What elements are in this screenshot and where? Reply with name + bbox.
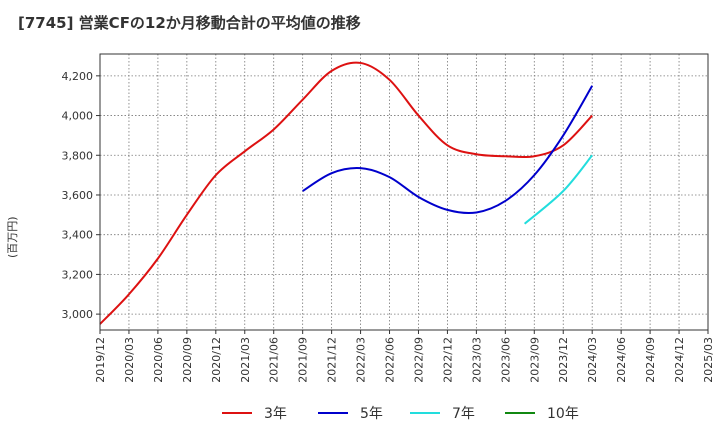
y-tick-label: 3,800: [62, 149, 94, 162]
chart-title: [7745] 営業CFの12か月移動合計の平均値の推移: [18, 14, 361, 32]
plot-frame: [99, 53, 709, 331]
x-tick-label: 2024/06: [615, 337, 628, 383]
y-tick-label: 3,000: [62, 308, 94, 321]
plot-area: [100, 54, 708, 330]
x-tick-label: 2021/06: [268, 337, 281, 383]
x-tick-label: 2022/03: [355, 337, 368, 383]
legend-label-3: 7年: [452, 406, 475, 422]
legend-label-1: 3年: [264, 406, 287, 422]
x-tick-label: 2021/12: [326, 337, 339, 383]
x-tick-label: 2022/12: [441, 337, 454, 383]
series-line-1: [99, 61, 593, 325]
x-tick-label: 2024/09: [644, 337, 657, 383]
y-tick-label: 3,200: [62, 268, 94, 281]
x-tick-label: 2019/12: [94, 337, 107, 383]
series-line-2: [302, 85, 594, 215]
legend-label-2: 5年: [360, 406, 383, 422]
x-tick-label: 2023/12: [557, 337, 570, 383]
x-tick-label: 2023/03: [470, 337, 483, 383]
y-tick-label: 4,200: [62, 70, 94, 83]
x-tick-label: 2021/03: [239, 337, 252, 383]
series-line-3: [523, 154, 593, 225]
x-tick-label: 2020/06: [152, 337, 165, 383]
x-tick-label: 2020/03: [123, 337, 136, 383]
x-tick-label: 2021/09: [297, 337, 310, 383]
x-tick-label: 2020/09: [181, 337, 194, 383]
legend-label-4: 10年: [547, 406, 579, 422]
y-tick-label: 4,000: [62, 110, 94, 123]
x-tick-label: 2023/06: [499, 337, 512, 383]
x-tick-label: 2024/03: [586, 337, 599, 383]
x-tick-label: 2023/09: [528, 337, 541, 383]
x-tick-label: 2022/06: [384, 337, 397, 383]
x-tick-label: 2024/12: [673, 337, 686, 383]
x-tick-label: 2022/09: [412, 337, 425, 383]
y-tick-label: 3,600: [62, 189, 94, 202]
x-tick-label: 2025/03: [702, 337, 715, 383]
y-tick-label: 3,400: [62, 229, 94, 242]
x-tick-label: 2020/12: [210, 337, 223, 383]
